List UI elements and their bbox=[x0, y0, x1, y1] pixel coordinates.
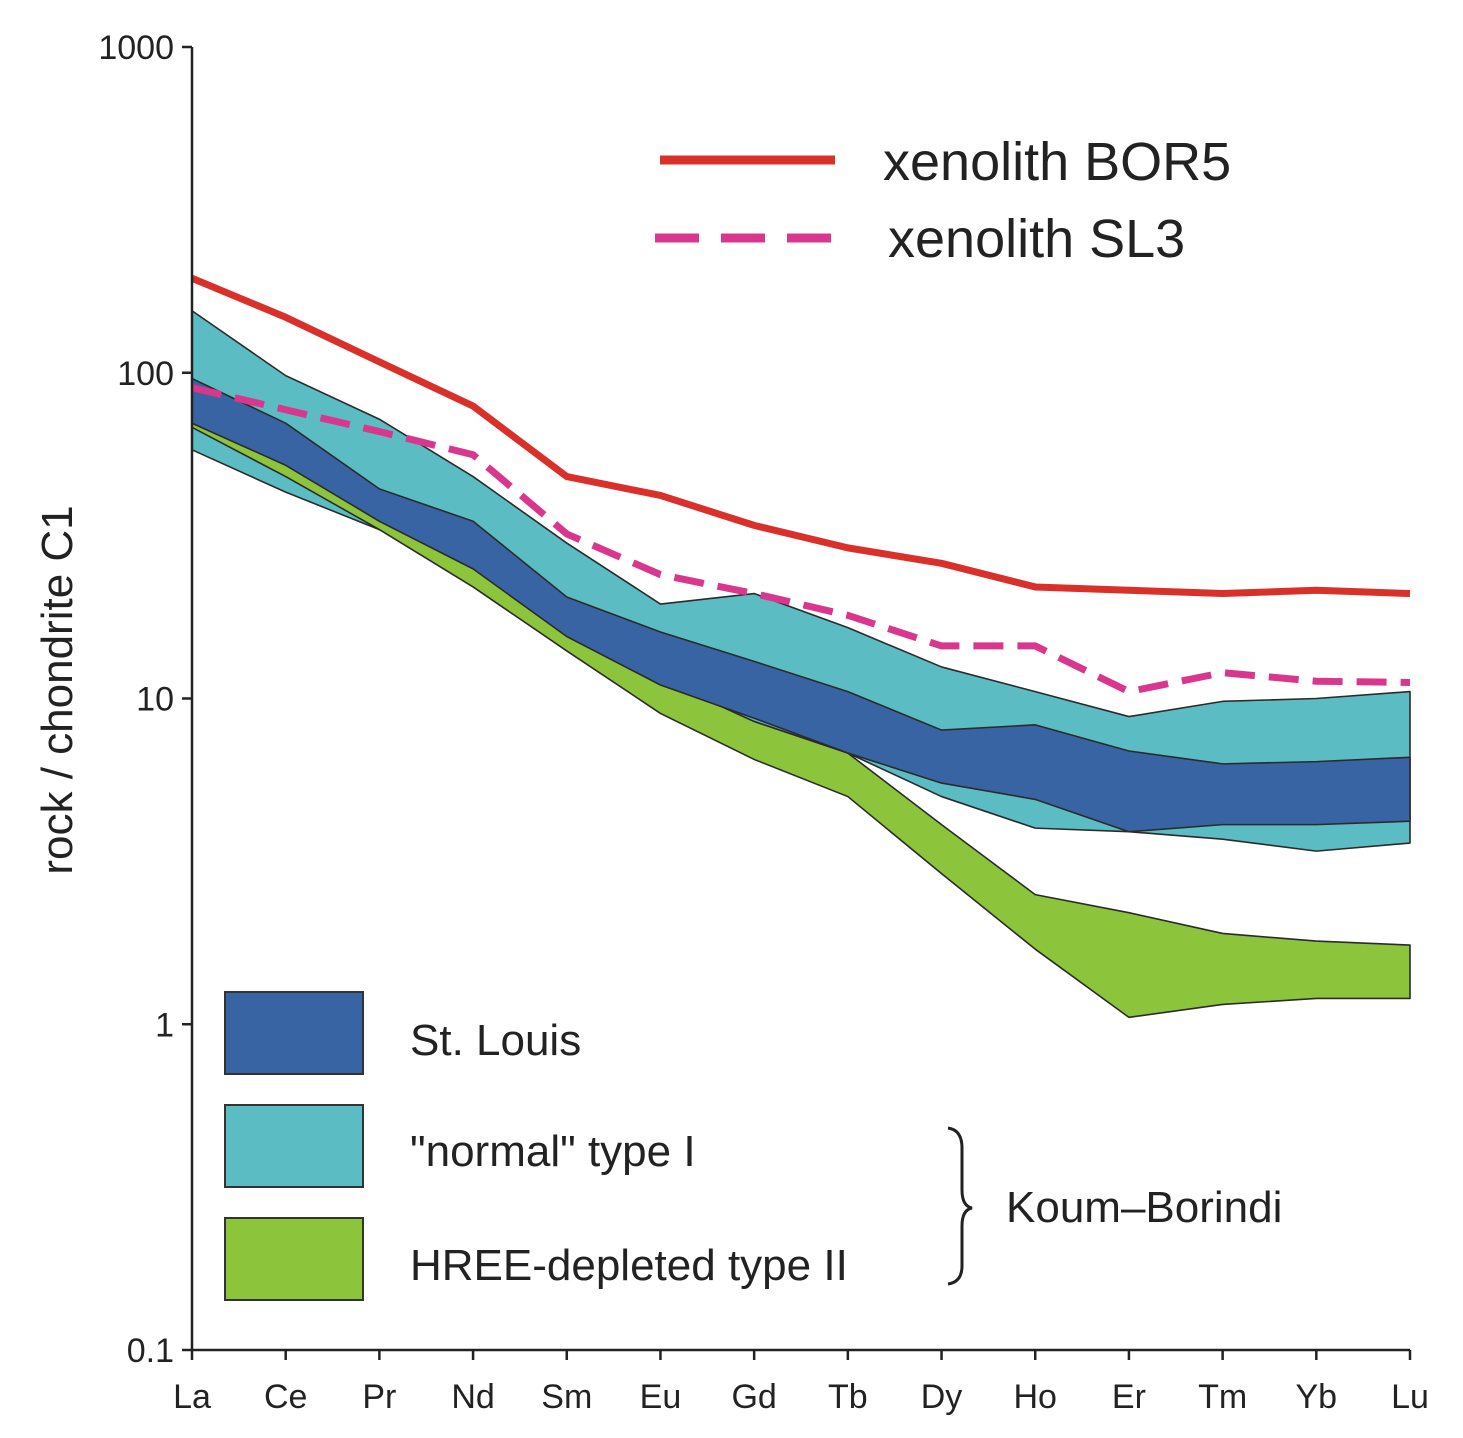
group-label-koum-borindi: Koum–Borindi bbox=[1006, 1183, 1282, 1232]
legend-label-sl3: xenolith SL3 bbox=[888, 209, 1185, 269]
y-tick-label: 1000 bbox=[98, 29, 174, 67]
band-st-louis bbox=[191, 377, 1411, 833]
x-tick-label-nd: Nd bbox=[451, 1378, 494, 1416]
y-tick-label: 10 bbox=[136, 681, 174, 719]
box-legend: St. Louis "normal" type I HREE-depleted … bbox=[224, 991, 1282, 1301]
series-line-xenolith-sl3 bbox=[191, 384, 1411, 696]
y-tick-label: 100 bbox=[117, 355, 174, 393]
line-legend: xenolith BOR5 xenolith SL3 bbox=[655, 132, 1231, 269]
x-tick-label-dy: Dy bbox=[921, 1378, 963, 1416]
x-tick-label-tb: Tb bbox=[828, 1378, 868, 1416]
y-tick-label: 0.1 bbox=[127, 1332, 174, 1370]
legend-box-st-louis bbox=[224, 991, 364, 1075]
y-tick-label: 1 bbox=[155, 1006, 174, 1044]
lines-layer bbox=[190, 275, 1411, 696]
x-tick-label-pr: Pr bbox=[362, 1378, 396, 1416]
bands-layer bbox=[191, 309, 1411, 1019]
legend-label-st-louis: St. Louis bbox=[410, 1016, 581, 1065]
legend-label-bor5: xenolith BOR5 bbox=[883, 132, 1231, 192]
x-tick-label-eu: Eu bbox=[640, 1378, 682, 1416]
brace-icon bbox=[947, 1126, 973, 1286]
x-tick-label-er: Er bbox=[1112, 1378, 1146, 1416]
axes-layer: 1000 100 10 1 0.1 La Ce Pr Nd Sm Eu Gd Tb Dy Ho Er Tm Yb L… bbox=[98, 29, 1429, 1416]
legend-label-normal-type-i: "normal" type I bbox=[410, 1127, 696, 1176]
x-tick-label-la: La bbox=[173, 1378, 211, 1416]
x-tick-label-gd: Gd bbox=[731, 1378, 776, 1416]
x-tick-label-ho: Ho bbox=[1013, 1378, 1056, 1416]
y-axis-label: rock / chondrite C1 bbox=[33, 505, 82, 874]
legend-box-hree-depleted bbox=[224, 1217, 364, 1301]
x-tick-label-ce: Ce bbox=[264, 1378, 307, 1416]
legend-label-hree-depleted: HREE-depleted type II bbox=[410, 1241, 848, 1290]
x-tick-label-yb: Yb bbox=[1296, 1378, 1338, 1416]
legend-box-normal-type-i bbox=[224, 1104, 364, 1188]
x-tick-label-tm: Tm bbox=[1198, 1378, 1247, 1416]
x-tick-label-lu: Lu bbox=[1391, 1378, 1429, 1416]
series-line-xenolith-bor5 bbox=[190, 275, 1411, 598]
x-tick-label-sm: Sm bbox=[541, 1378, 592, 1416]
